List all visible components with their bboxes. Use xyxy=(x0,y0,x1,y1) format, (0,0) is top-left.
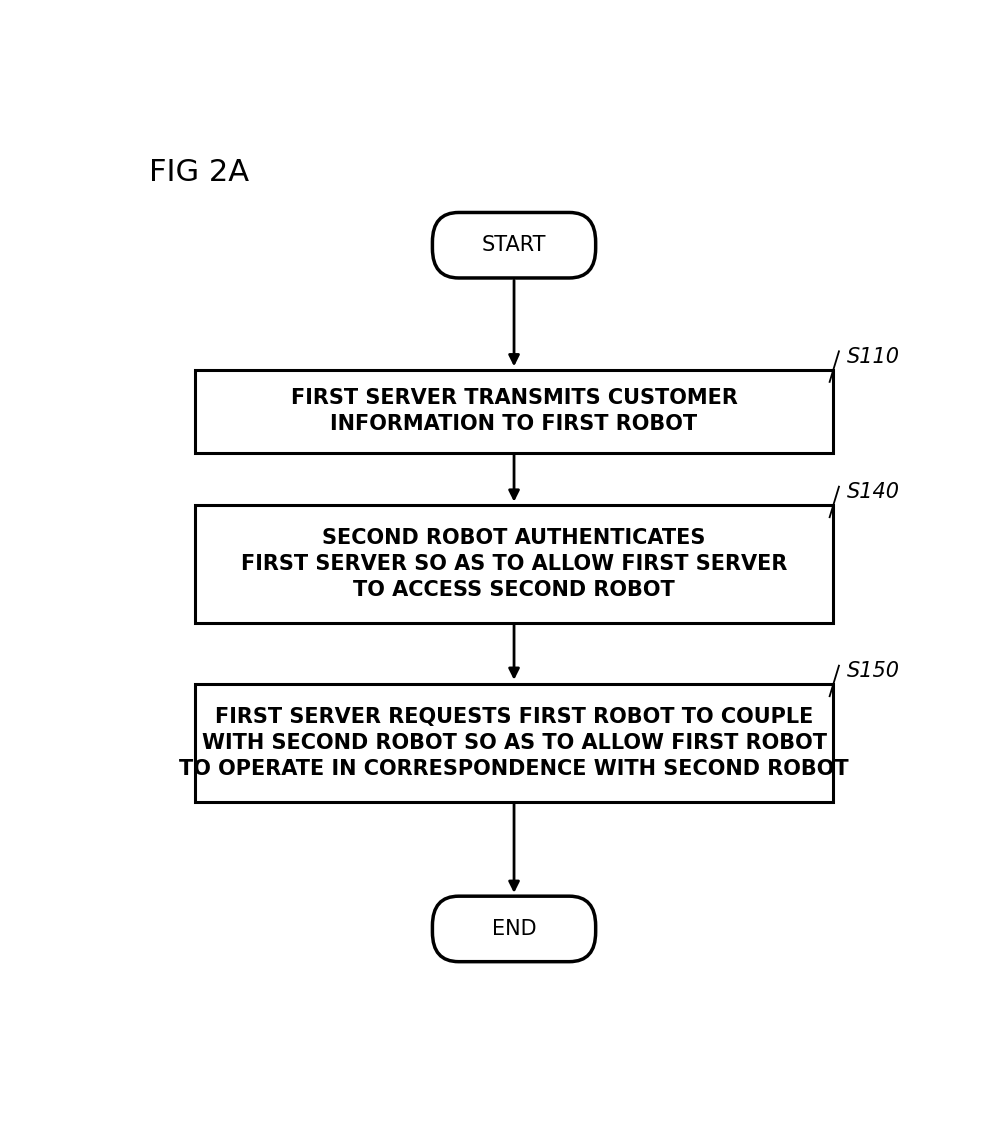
Text: SECOND ROBOT AUTHENTICATES
FIRST SERVER SO AS TO ALLOW FIRST SERVER
TO ACCESS SE: SECOND ROBOT AUTHENTICATES FIRST SERVER … xyxy=(240,527,787,600)
Bar xyxy=(195,684,832,802)
Text: START: START xyxy=(481,235,546,255)
Text: FIRST SERVER REQUESTS FIRST ROBOT TO COUPLE
WITH SECOND ROBOT SO AS TO ALLOW FIR: FIRST SERVER REQUESTS FIRST ROBOT TO COU… xyxy=(179,706,848,779)
Text: FIRST SERVER TRANSMITS CUSTOMER
INFORMATION TO FIRST ROBOT: FIRST SERVER TRANSMITS CUSTOMER INFORMAT… xyxy=(291,388,736,434)
Bar xyxy=(195,370,832,452)
Text: S110: S110 xyxy=(846,347,899,367)
FancyBboxPatch shape xyxy=(432,212,595,278)
Text: S140: S140 xyxy=(846,482,899,502)
Text: END: END xyxy=(491,919,536,939)
FancyBboxPatch shape xyxy=(432,896,595,962)
Text: S150: S150 xyxy=(846,661,899,682)
Text: FIG 2A: FIG 2A xyxy=(148,158,248,187)
Bar xyxy=(195,505,832,623)
